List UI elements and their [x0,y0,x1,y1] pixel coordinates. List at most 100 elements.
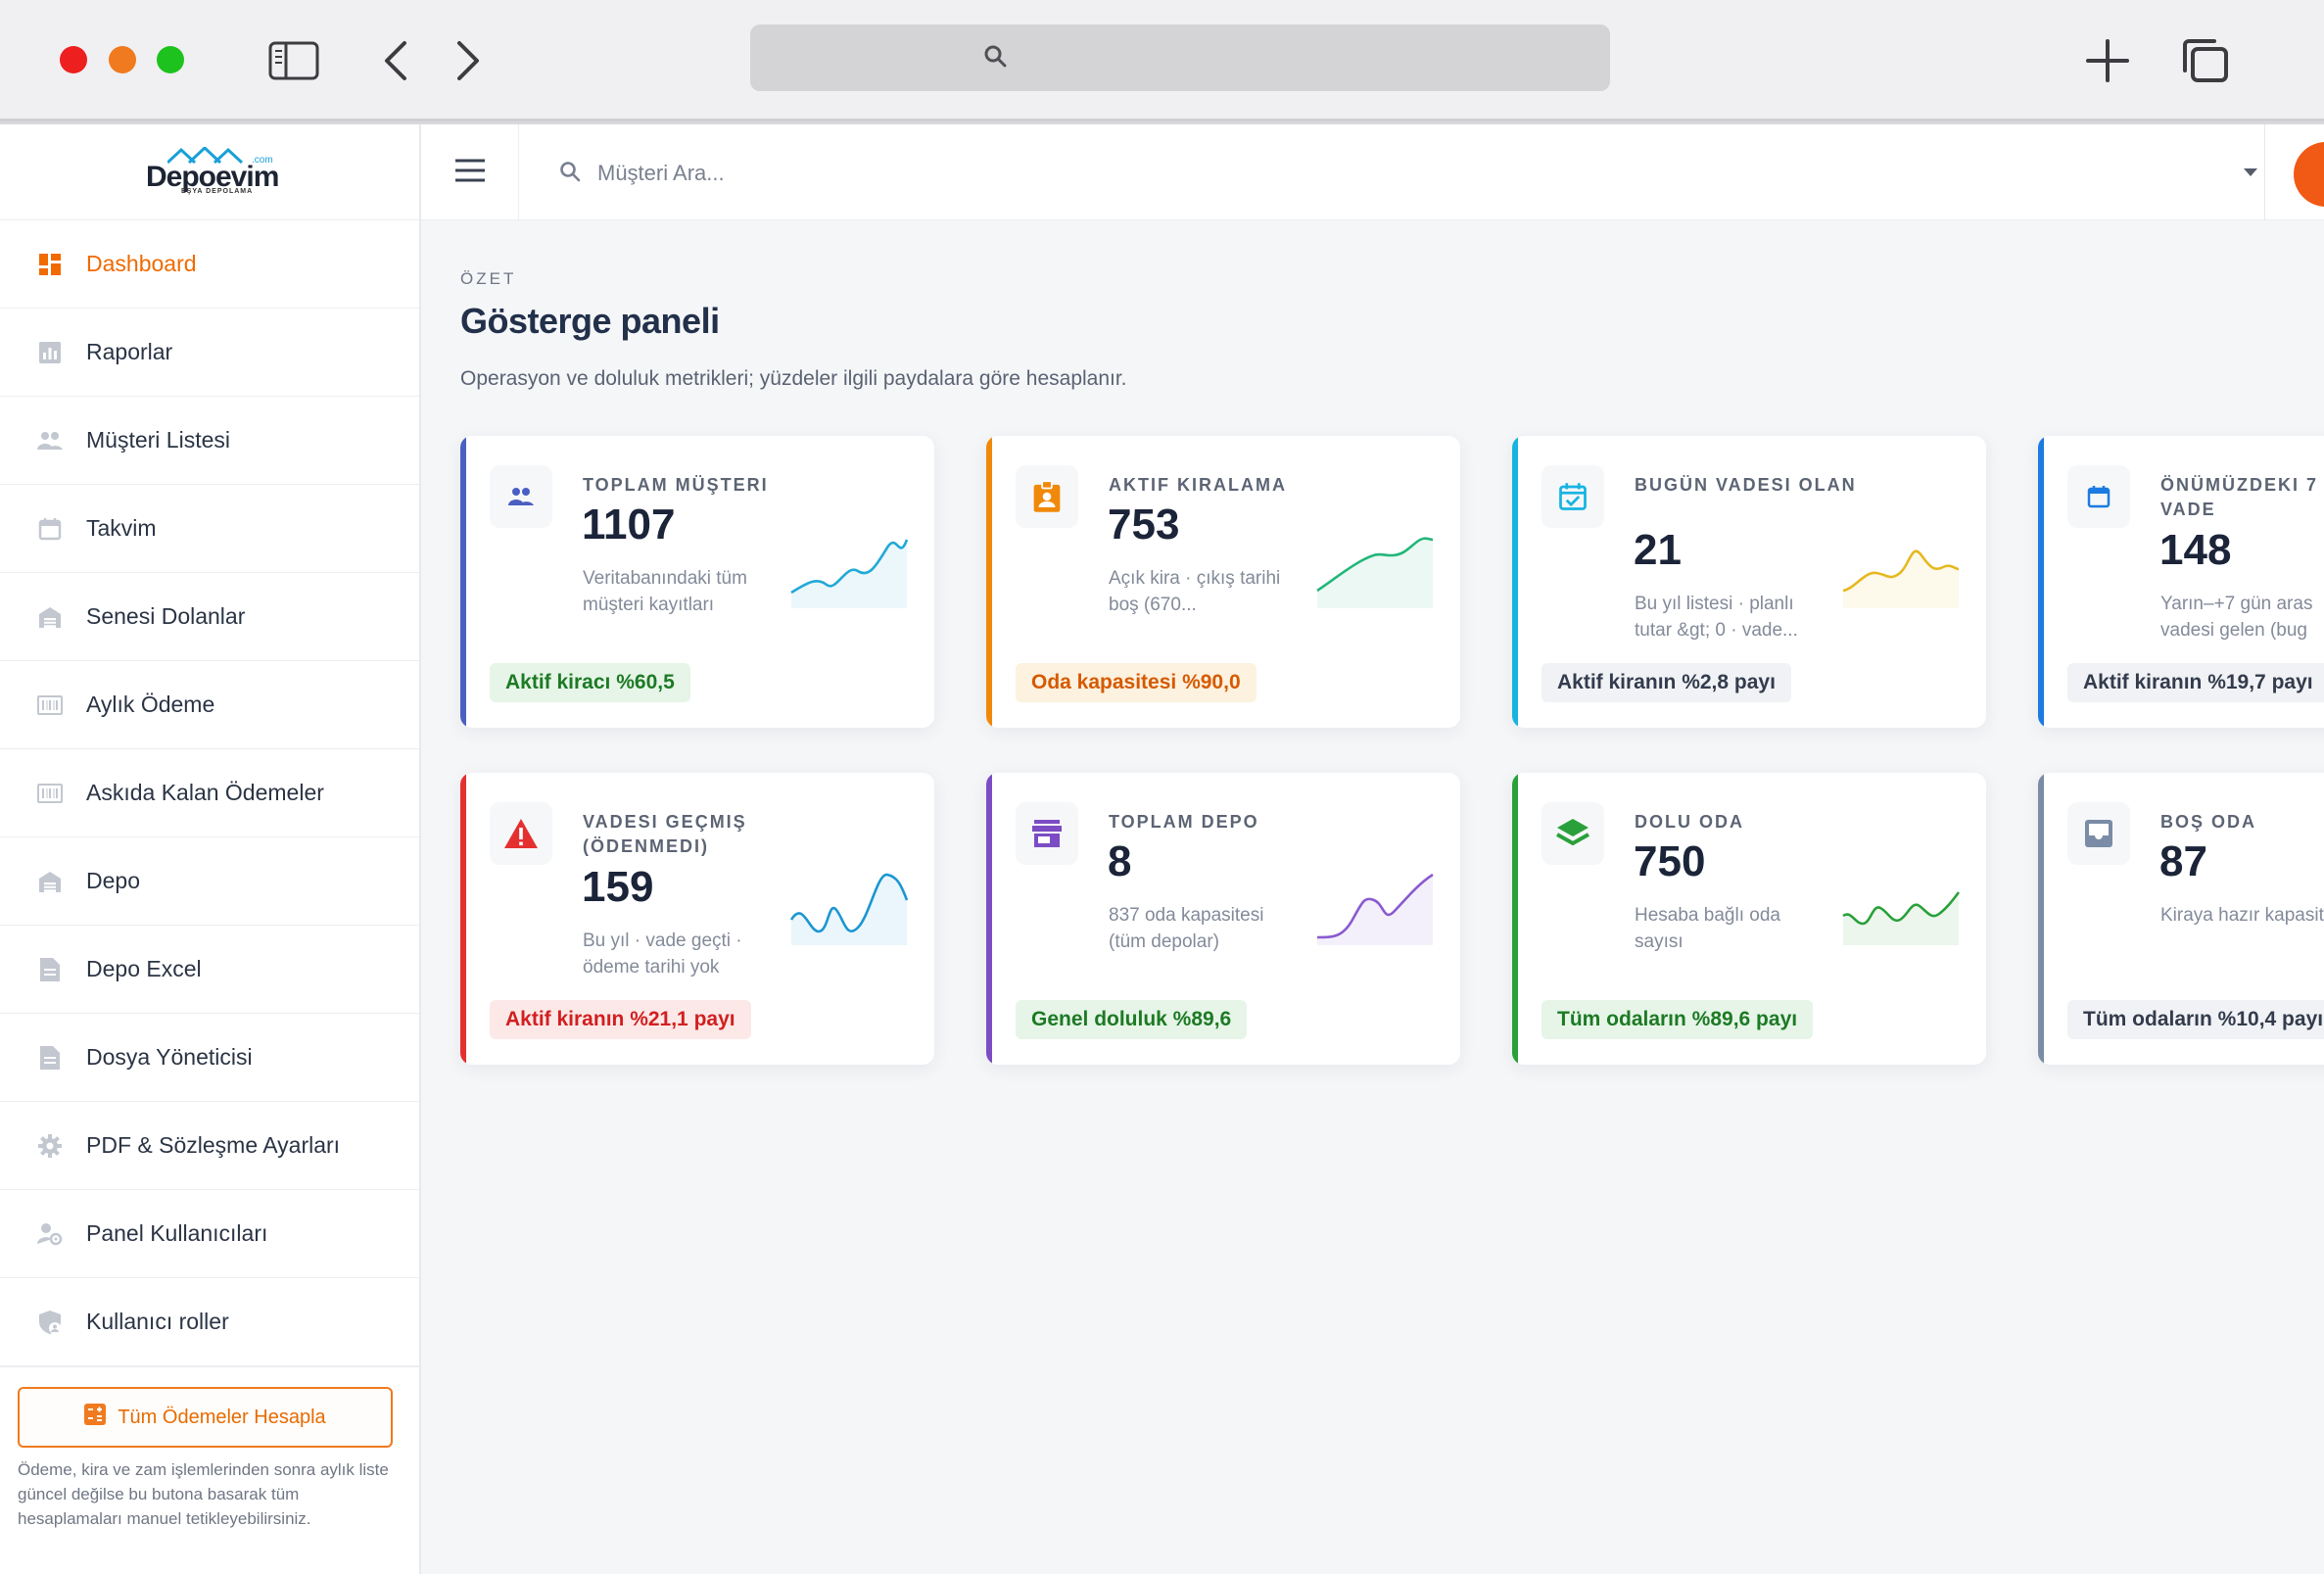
sidebar-item-label: Dosya Yöneticisi [86,1044,253,1070]
card-description: Yarın–+7 gün aras vadesi gelen (bug [2160,594,2313,641]
sidebar-item-depo-excel[interactable]: Depo Excel [0,926,419,1014]
sidebar-item-label: Panel Kullanıcıları [86,1220,268,1246]
sparkline [1316,873,1434,945]
sparkline [1842,891,1961,945]
sidebar-item-senesi-dolanlar[interactable]: Senesi Dolanlar [0,573,419,661]
metric-card[interactable]: VADESI GEÇMIŞ (ÖDENMEDI) 159 Bu yıl · va… [460,773,934,1065]
sidebar-item-label: PDF & Sözleşme Ayarları [86,1132,341,1158]
main-content: ÖZET Gösterge paneli Operasyon ve dolulu… [460,269,2324,1065]
warehouse-icon [37,604,63,630]
user-gear-icon [37,1221,63,1247]
shield-user-icon [37,1310,63,1335]
sidebar-toggle-icon[interactable] [266,37,321,84]
card-description: Bu yıl · vade geçti · ödeme tarihi yok [583,930,742,978]
minimize-window-button[interactable] [109,46,136,73]
card-label: ÖNÜMÜZDEKI 7 GÜN VADE [2160,475,2324,519]
card-value: 159 [582,863,654,911]
card-accent-bar [986,436,992,728]
user-avatar[interactable] [2294,142,2324,207]
sidebar-item-pdf-s-zle-me-ayarlar[interactable]: PDF & Sözleşme Ayarları [0,1102,419,1190]
sidebar-item-takvim[interactable]: Takvim [0,485,419,573]
sparkline [790,539,909,608]
forward-icon[interactable] [449,37,488,84]
menu-toggle-button[interactable] [421,124,519,220]
card-stat-badge: Aktif kiranın %2,8 payı [1541,663,1791,702]
card-value: 8 [1108,837,1132,885]
metric-card[interactable]: ÖNÜMÜZDEKI 7 GÜN VADE 148 Yarın–+7 gün a… [2038,436,2324,728]
calculate-all-payments-button[interactable]: Tüm Ödemeler Hesapla [18,1387,393,1448]
logo-tagline: EŞYA DEPOLAMA [181,187,254,195]
sidebar-item-label: Aylık Ödeme [86,692,215,717]
card-label: TOPLAM MÜŞTERI [583,475,769,495]
customer-search-input[interactable] [597,154,1655,193]
people-icon [37,428,63,453]
card-value: 148 [2159,526,2232,574]
calendar-icon [2067,465,2130,528]
sidebar-item-raporlar[interactable]: Raporlar [0,309,419,397]
calendar-check-icon [1541,465,1604,528]
card-value: 750 [1634,837,1706,885]
sidebar-item-dashboard[interactable]: Dashboard [0,220,419,309]
metric-card[interactable]: TOPLAM MÜŞTERI 1107 Veritabanındaki tüm … [460,436,934,728]
card-description: Bu yıl listesi · planlı tutar &gt; 0 · v… [1635,594,1798,641]
warning-icon [490,802,552,865]
address-bar[interactable] [750,24,1610,91]
maximize-window-button[interactable] [157,46,184,73]
sidebar-item-ask-da-kalan-demeler[interactable]: Askıda Kalan Ödemeler [0,749,419,837]
sparkline [1842,549,1960,608]
chart-icon [37,340,63,365]
search-icon [983,44,1009,74]
metric-card[interactable]: TOPLAM DEPO 8 837 oda kapasitesi (tüm de… [986,773,1460,1065]
tab-overview-icon[interactable] [2180,37,2231,84]
metric-card[interactable]: BOŞ ODA 87 Kiraya hazır kapasite Tüm oda… [2038,773,2324,1065]
calculator-icon [84,1404,107,1431]
dashboard-icon [37,252,63,277]
calendar-icon [37,516,63,542]
sparkline [789,873,909,945]
sidebar-item-label: Dashboard [86,251,197,276]
back-icon[interactable] [376,37,415,84]
new-tab-icon[interactable] [2084,37,2131,84]
search-icon [558,160,582,188]
sidebar-item-label: Depo [86,868,140,893]
sidebar-item-panel-kullan-c-lar[interactable]: Panel Kullanıcıları [0,1190,419,1278]
sidebar-item-m-teri-listesi[interactable]: Müşteri Listesi [0,397,419,485]
card-label: BOŞ ODA [2160,812,2257,832]
logo[interactable]: .com Depoevim EŞYA DEPOLAMA [0,124,419,220]
sidebar-item-depo[interactable]: Depo [0,837,419,926]
metric-card[interactable]: AKTIF KIRALAMA 753 Açık kira · çıkış tar… [986,436,1460,728]
card-description: Hesaba bağlı oda sayısı [1635,905,1780,952]
card-accent-bar [1512,773,1518,1065]
store-icon [1016,802,1078,865]
card-description: 837 oda kapasitesi (tüm depolar) [1109,905,1264,952]
sidebar-item-dosya-y-neticisi[interactable]: Dosya Yöneticisi [0,1014,419,1102]
metric-card[interactable]: DOLU ODA 750 Hesaba bağlı oda sayısı Tüm… [1512,773,1986,1065]
logo-roof-icon [167,146,244,164]
card-stat-badge: Oda kapasitesi %90,0 [1016,663,1257,702]
chevron-down-icon[interactable] [2243,166,2258,183]
topbar-divider [2264,124,2265,220]
card-stat-badge: Genel doluluk %89,6 [1016,1000,1248,1039]
card-value: 87 [2159,837,2207,885]
card-label: TOPLAM DEPO [1109,812,1259,832]
card-description: Kiraya hazır kapasite [2160,905,2324,926]
app-window: .com Depoevim EŞYA DEPOLAMA Dashboard Ra… [0,124,2324,1574]
card-label: VADESI GEÇMIŞ (ÖDENMEDI) [583,812,747,856]
hamburger-icon [453,158,487,188]
inbox-icon [2067,802,2130,865]
card-stat-badge: Aktif kiranın %19,7 payı [2067,663,2324,702]
calculate-all-payments-label: Tüm Ödemeler Hesapla [118,1406,326,1428]
sidebar-item-label: Raporlar [86,339,173,364]
barcode-icon [37,692,63,718]
sidebar-item-ayl-k-deme[interactable]: Aylık Ödeme [0,661,419,749]
close-window-button[interactable] [60,46,87,73]
card-accent-bar [986,773,992,1065]
sidebar-item-kullan-c-roller[interactable]: Kullanıcı roller [0,1278,419,1366]
browser-toolbar [0,0,2324,121]
card-stat-badge: Tüm odaların %10,4 payı [2067,1000,2324,1039]
metric-card[interactable]: BUGÜN VADESI OLAN 21 Bu yıl listesi · pl… [1512,436,1986,728]
card-value: 753 [1108,501,1180,549]
people-icon [490,465,552,528]
sidebar-item-label: Depo Excel [86,956,202,981]
sidebar-menu: Dashboard Raporlar Müşteri Listesi Takvi… [0,220,419,1366]
